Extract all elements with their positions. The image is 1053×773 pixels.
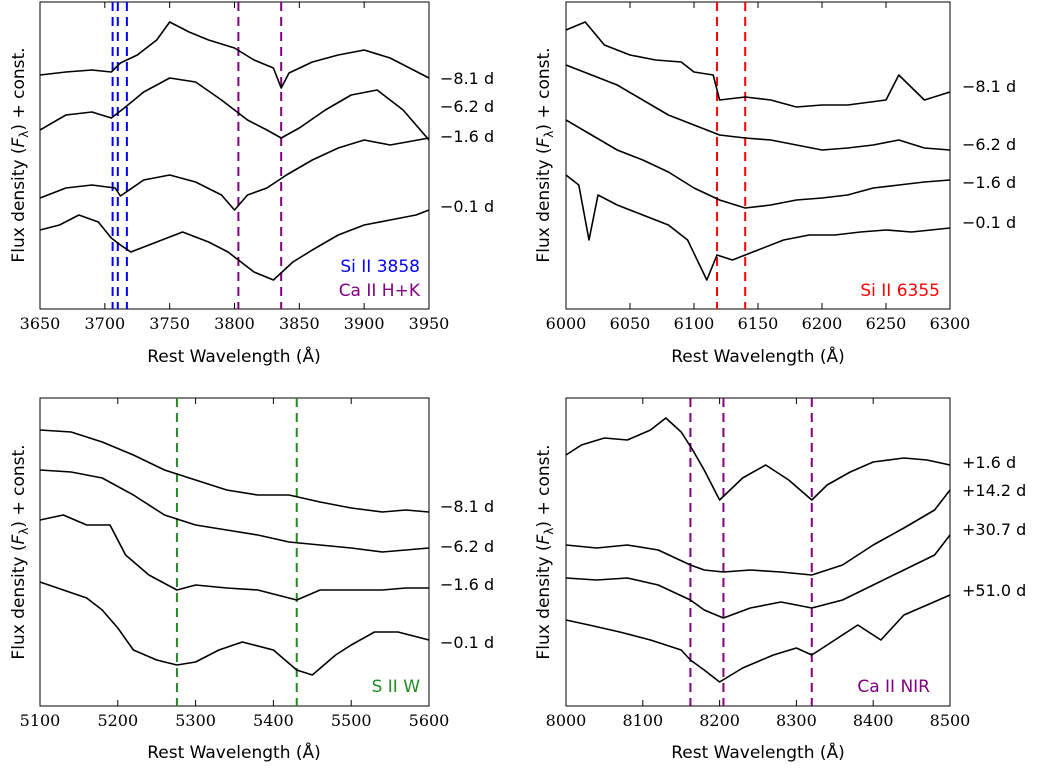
epoch-label: −0.1 d	[962, 213, 1016, 232]
epoch-label: +1.6 d	[962, 453, 1016, 472]
x-axis-label-1: Rest Wavelength (Å)	[147, 345, 321, 367]
spectrum-line	[565, 417, 951, 501]
x-tick-label: 6300	[930, 314, 971, 333]
series-group-2	[565, 21, 951, 281]
spectrum-line	[565, 21, 951, 108]
x-tick-label: 5300	[175, 711, 216, 730]
spectrum-line	[565, 534, 951, 619]
x-tick-label: 6150	[738, 314, 779, 333]
spectrum-line	[565, 489, 951, 576]
epoch-label: +14.2 d	[962, 481, 1026, 500]
epoch-label: −8.1 d	[440, 497, 494, 516]
x-tick-label: 5600	[409, 711, 450, 730]
x-ticks-3: 5100 5200 5300 5400 5500 5600	[20, 398, 450, 730]
x-tick-label: 3700	[84, 314, 125, 333]
x-tick-label: 3650	[20, 314, 61, 333]
spectrum-line	[565, 174, 951, 281]
annotation-si-ii-6355: Si II 6355	[860, 281, 940, 301]
spectrum-line	[565, 594, 951, 683]
x-axis-label-4: Rest Wavelength (Å)	[671, 741, 845, 763]
x-axis-label-2: Rest Wavelength (Å)	[671, 345, 845, 367]
x-ticks-2: 6000 6050 6100 6150 6200 6250 6300	[546, 2, 971, 333]
spectrum-line	[39, 429, 430, 513]
x-ticks-1: 3650 3700 3750 3800 3850 3900 3950	[20, 2, 450, 333]
spectrum-line	[39, 514, 429, 601]
epoch-label: −1.6 d	[962, 173, 1016, 192]
x-tick-label: 5400	[253, 711, 294, 730]
line-markers-1	[111, 2, 283, 309]
x-tick-label: 8300	[776, 711, 817, 730]
x-tick-label: 6200	[802, 314, 843, 333]
y-axis-label-4: Flux density (Fλ) + const.	[534, 444, 556, 659]
x-tick-label: 3950	[409, 314, 450, 333]
x-tick-label: 8500	[930, 711, 971, 730]
epoch-labels-4: +1.6 d +14.2 d +30.7 d +51.0 d	[962, 453, 1026, 600]
spectrum-line	[565, 119, 951, 209]
epoch-label: +51.0 d	[962, 581, 1026, 600]
spectrum-line	[39, 581, 430, 676]
line-markers-2	[716, 2, 747, 309]
y-axis-label-2: Flux density (Fλ) + const.	[534, 47, 556, 262]
series-group-4	[565, 417, 951, 683]
plot-area-3	[39, 397, 430, 707]
x-axis-label-3: Rest Wavelength (Å)	[147, 741, 321, 763]
epoch-label: −1.6 d	[440, 575, 494, 594]
x-ticks-4: 8000 8100 8200 8300 8400 8500	[546, 398, 971, 730]
epoch-label: −0.1 d	[440, 197, 494, 216]
annotation-s-ii-w: S II W	[372, 677, 421, 697]
panel-ca-ii-nir: 8000 8100 8200 8300 8400 8500 +1.6 d +14.2 d +3…	[534, 397, 1026, 763]
series-group-3	[39, 429, 430, 676]
x-tick-label: 6250	[866, 314, 907, 333]
annotation-si-ii-3858: Si II 3858	[340, 257, 420, 277]
x-tick-label: 6100	[674, 314, 715, 333]
x-tick-label: 5500	[331, 711, 372, 730]
panel-si-6355: 6000 6050 6100 6150 6200 6250 6300 −8.1 d −6.2 …	[534, 1, 1016, 367]
x-tick-label: 8400	[853, 711, 894, 730]
epoch-label: −6.2 d	[440, 97, 494, 116]
annotation-ca-ii-nir: Ca II NIR	[857, 677, 930, 697]
series-group-1	[39, 21, 430, 281]
line-markers-4	[689, 398, 813, 706]
spectrum-line	[39, 137, 430, 211]
x-tick-label: 5100	[20, 711, 61, 730]
epoch-label: +30.7 d	[962, 520, 1026, 539]
x-tick-label: 6050	[610, 314, 651, 333]
x-tick-label: 5200	[97, 711, 138, 730]
x-tick-label: 3900	[344, 314, 385, 333]
epoch-label: −8.1 d	[440, 69, 494, 88]
epoch-labels-1: −8.1 d −6.2 d −1.6 d −0.1 d	[440, 69, 494, 216]
spectrum-line	[39, 469, 430, 553]
epoch-label: −0.1 d	[440, 633, 494, 652]
x-tick-label: 8200	[699, 711, 740, 730]
x-tick-label: 8000	[546, 711, 587, 730]
spectrum-line	[39, 21, 430, 89]
epoch-labels-3: −8.1 d −6.2 d −1.6 d −0.1 d	[440, 497, 494, 652]
plot-area-2	[565, 1, 951, 310]
x-tick-label: 8100	[622, 711, 663, 730]
epoch-label: −6.2 d	[962, 135, 1016, 154]
y-axis-label-1: Flux density (Fλ) + const.	[9, 47, 31, 262]
epoch-label: −1.6 d	[440, 127, 494, 146]
x-tick-label: 6000	[546, 314, 587, 333]
epoch-label: −8.1 d	[962, 77, 1016, 96]
line-markers-3	[175, 398, 298, 706]
x-tick-label: 3850	[279, 314, 320, 333]
y-axis-label-3: Flux density (Fλ) + const.	[9, 444, 31, 659]
plot-area-4	[565, 397, 951, 707]
spectrum-line	[565, 64, 951, 151]
epoch-labels-2: −8.1 d −6.2 d −1.6 d −0.1 d	[962, 77, 1016, 232]
x-tick-label: 3800	[214, 314, 255, 333]
epoch-label: −6.2 d	[440, 537, 494, 556]
panel-s-ii-w: 5100 5200 5300 5400 5500 5600 −8.1 d −6.2 d −1.…	[9, 397, 494, 763]
spectrum-line	[39, 209, 430, 281]
annotation-ca-ii-hk: Ca II H+K	[339, 281, 421, 301]
x-tick-label: 3750	[149, 314, 190, 333]
spectrum-line	[39, 77, 430, 141]
panel-ca-hk: 3650 3700 3750 3800 3850 3900 3950 −8.1 d −6.2 …	[9, 1, 494, 367]
